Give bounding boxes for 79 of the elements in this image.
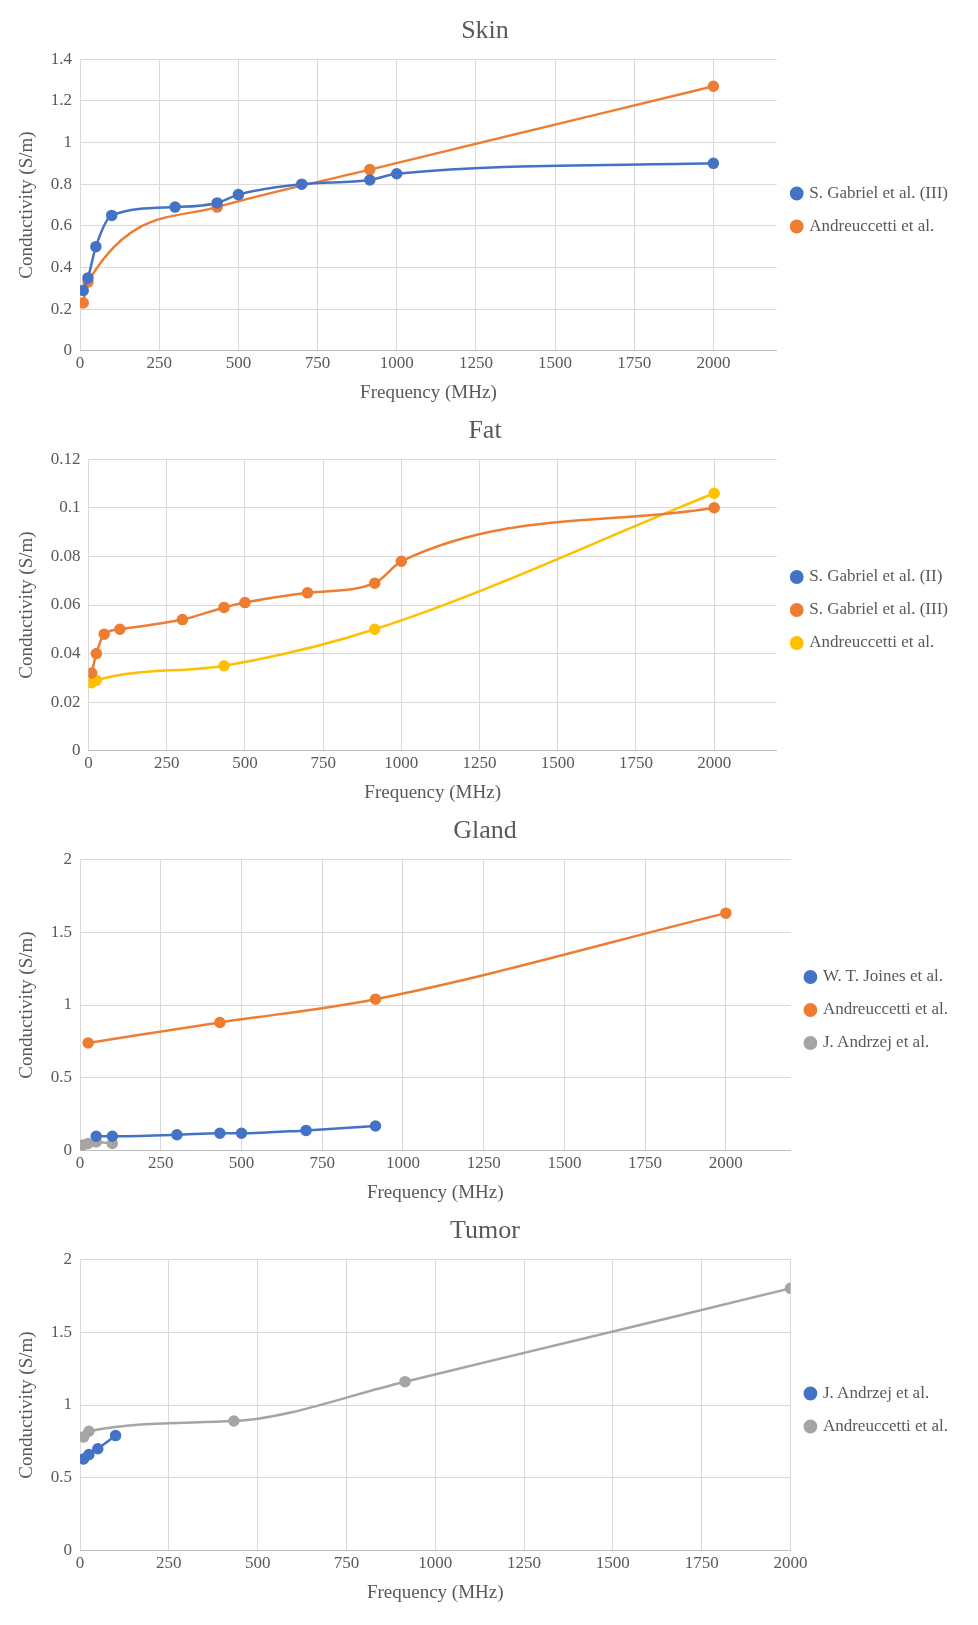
y-tick-label: 0.06 [50,594,81,614]
y-tick-label: 0.12 [50,448,81,468]
y-tick-label: 1 [63,994,73,1014]
y-tick-label: 0 [63,1140,73,1160]
x-tick-label: 1250 [458,353,493,373]
x-tick-label: 2000 [708,1153,743,1173]
x-tick-label: 500 [225,353,252,373]
y-tick-label: 0 [63,1540,73,1560]
x-tick-label: 1750 [628,1153,663,1173]
x-tick-label: 250 [146,353,172,373]
y-tick-label: 0.2 [50,298,73,318]
y-tick-label: 1 [63,131,73,151]
x-tick-label: 1250 [466,1153,501,1173]
x-tick-label: 250 [154,753,180,773]
x-tick-label: 750 [304,353,331,373]
x-tick-label: 250 [156,1553,182,1573]
legend-label: Andreuccetti et al. [822,1415,948,1435]
x-axis-title: Frequency (MHz) [364,780,501,803]
x-tick-label: 1250 [462,753,497,773]
x-tick-label: 500 [228,1153,255,1173]
y-tick-label: 1.5 [50,1321,73,1341]
x-tick-label: 1750 [684,1553,719,1573]
y-axis-title: Conductivity (S/m) [15,131,38,279]
y-tick-label: 0 [63,340,73,360]
y-tick-label: 1.5 [50,921,73,941]
x-tick-label: 1500 [538,353,573,373]
legend-label: S. Gabriel et al. (III) [809,182,949,202]
legend-label: W. T. Joines et al. [822,966,944,986]
y-tick-label: 2 [63,1248,73,1268]
legend-label: J. Andrzej et al. [822,1382,930,1402]
x-axis-title: Frequency (MHz) [360,380,497,403]
x-tick-label: 1500 [547,1153,582,1173]
x-tick-label: 1000 [379,353,414,373]
chart-title: Fat [468,415,503,445]
y-axis-title: Conductivity (S/m) [15,931,38,1079]
x-axis-title: Frequency (MHz) [366,1180,504,1203]
y-tick-label: 0.4 [50,256,73,276]
x-tick-label: 1750 [618,753,653,773]
chart-title: Gland [453,815,517,845]
x-tick-label: 250 [148,1153,174,1173]
legend-label: Andreuccetti et al. [809,632,935,652]
y-tick-label: 2 [63,848,73,868]
x-tick-label: 2000 [697,753,732,773]
x-tick-label: 1000 [418,1553,453,1573]
legend-label: S. Gabriel et al. (II) [809,566,943,586]
y-tick-label: 0.1 [59,497,81,517]
y-axis-title: Conductivity (S/m) [15,1331,38,1479]
chart-title: Skin [461,15,509,45]
x-tick-label: 500 [232,753,258,773]
legend-label: Andreuccetti et al. [822,999,948,1019]
legend-label: Andreuccetti et al. [809,215,935,235]
y-tick-label: 1.4 [50,48,73,68]
x-tick-label: 1250 [507,1553,542,1573]
x-tick-label: 750 [310,753,336,773]
x-tick-label: 500 [244,1553,271,1573]
y-tick-label: 0.02 [50,691,81,711]
y-tick-label: 0.08 [50,545,81,565]
y-tick-label: 0 [72,740,81,760]
x-tick-label: 1000 [385,1153,420,1173]
y-tick-label: 0.6 [50,215,73,235]
x-tick-label: 1000 [384,753,419,773]
y-tick-label: 0.8 [50,173,73,193]
x-tick-label: 1500 [540,753,575,773]
x-tick-label: 2000 [773,1553,808,1573]
y-tick-label: 0.5 [50,1067,73,1087]
y-tick-label: 0.04 [50,643,82,663]
x-tick-label: 750 [309,1153,335,1173]
x-tick-label: 750 [333,1553,360,1573]
legend-label: S. Gabriel et al. (III) [809,599,949,619]
x-axis-title: Frequency (MHz) [366,1580,504,1603]
y-tick-label: 0.5 [50,1467,73,1487]
chart-title: Tumor [450,1215,521,1245]
x-tick-label: 2000 [696,353,731,373]
x-tick-label: 1500 [595,1553,630,1573]
y-tick-label: 1 [63,1394,73,1414]
y-axis-title: Conductivity (S/m) [15,531,38,679]
legend-label: J. Andrzej et al. [822,1032,930,1052]
y-tick-label: 1.2 [50,90,73,110]
x-tick-label: 1750 [617,353,652,373]
